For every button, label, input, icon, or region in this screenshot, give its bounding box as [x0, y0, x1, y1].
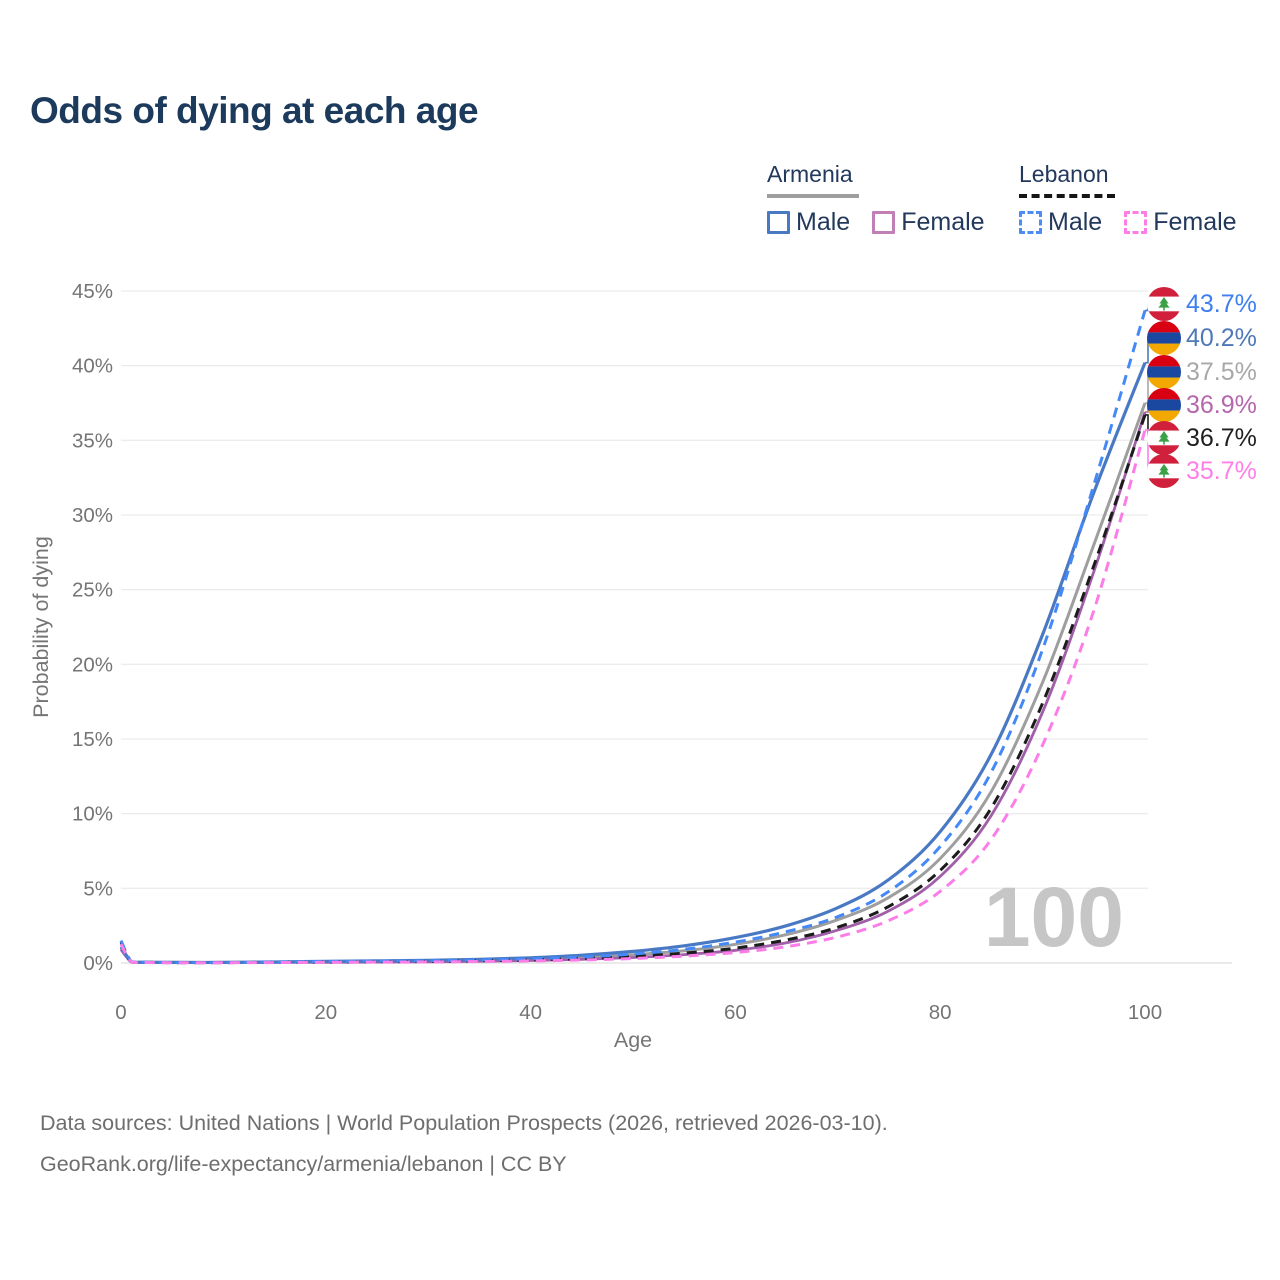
legend-item-lebanon-female[interactable]: Female: [1124, 208, 1237, 237]
age-watermark: 100: [984, 870, 1124, 964]
x-tick-label: 60: [724, 1001, 747, 1024]
x-axis-title: Age: [614, 1028, 652, 1052]
legend-item-label: Female: [901, 208, 985, 236]
y-tick-label: 5%: [83, 877, 113, 900]
lebanon-male-line-swatch-icon: [1019, 211, 1042, 234]
y-axis-title: Probability of dying: [29, 536, 53, 718]
x-tick-label: 20: [314, 1001, 337, 1024]
x-tick-label: 100: [1128, 1001, 1162, 1024]
y-tick-label: 25%: [72, 579, 113, 602]
legend-group-armenia: Armenia Male Female: [767, 161, 985, 237]
legend-country-armenia: Armenia: [767, 161, 859, 198]
x-tick-label: 40: [519, 1001, 542, 1024]
legend-country-lebanon: Lebanon: [1019, 161, 1115, 198]
y-tick-label: 20%: [72, 653, 113, 676]
legend-row-armenia: Male Female: [767, 208, 985, 237]
footer-sources: Data sources: United Nations | World Pop…: [40, 1111, 888, 1135]
series-line-armenia-male: [119, 362, 1147, 965]
leader-line-armenia-both-sexes-: [1145, 371, 1151, 404]
legend-item-armenia-male[interactable]: Male: [767, 208, 850, 237]
legend-item-armenia-female[interactable]: Female: [872, 208, 985, 237]
series-line-lebanon-male: [119, 309, 1147, 965]
y-tick-label: 40%: [72, 355, 113, 378]
y-tick-label: 10%: [72, 803, 113, 826]
page-title: Odds of dying at each age: [30, 90, 479, 131]
legend-item-label: Male: [1048, 208, 1103, 236]
leader-line-armenia-female: [1145, 404, 1151, 413]
series-line-lebanon-female: [119, 429, 1147, 965]
legend-item-label: Female: [1153, 208, 1237, 236]
armenia-female-line-swatch-icon: [872, 211, 896, 234]
legend: Armenia Male Female Lebanon Male: [0, 0, 1280, 250]
x-tick-label: 0: [115, 1001, 126, 1024]
y-tick-label: 35%: [72, 429, 113, 452]
footer: Data sources: United Nations | World Pop…: [40, 1103, 888, 1185]
legend-group-lebanon: Lebanon Male Female: [1019, 161, 1237, 237]
armenia-male-line-swatch-icon: [767, 211, 790, 234]
legend-item-lebanon-male[interactable]: Male: [1019, 208, 1102, 237]
y-tick-label: 15%: [72, 728, 113, 751]
leader-line-lebanon-male: [1145, 303, 1151, 312]
y-tick-label: 30%: [72, 504, 113, 527]
legend-row-lebanon: Male Female: [1019, 208, 1237, 237]
series-line-lebanon-both: [119, 414, 1147, 965]
lebanon-female-line-swatch-icon: [1124, 211, 1148, 234]
leader-line-lebanon-female: [1145, 429, 1151, 472]
leader-line-armenia-male: [1145, 337, 1151, 364]
y-tick-label: 45%: [72, 280, 113, 303]
x-tick-label: 80: [929, 1001, 952, 1024]
footer-attribution: GeoRank.org/life-expectancy/armenia/leba…: [40, 1152, 567, 1176]
legend-item-label: Male: [796, 208, 851, 236]
y-tick-label: 0%: [83, 952, 113, 975]
